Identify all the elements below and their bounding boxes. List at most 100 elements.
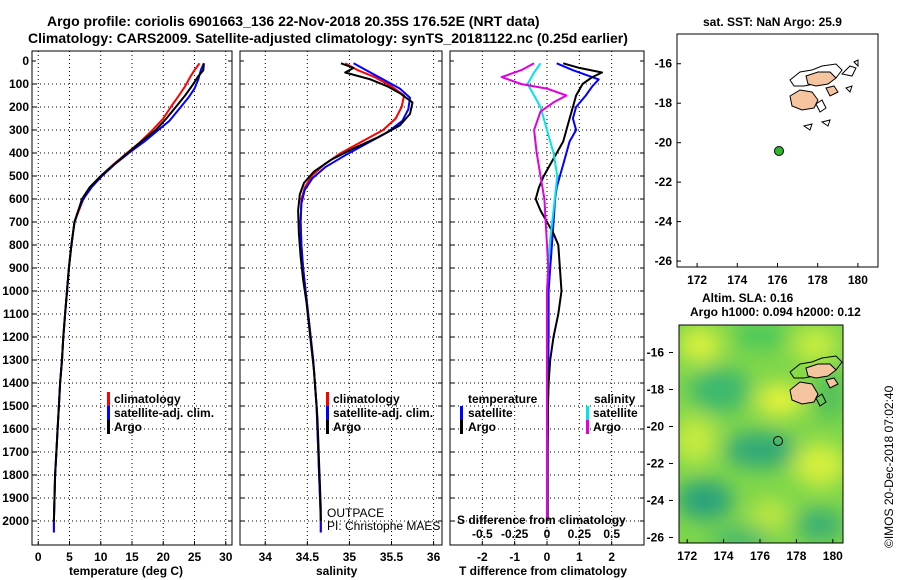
- x-tick-label: 36: [427, 550, 441, 564]
- temperature-x-ticks: 0 5 10 15 20 25 30: [35, 541, 233, 564]
- depth-tick-label: 300: [9, 123, 29, 137]
- x-tick-label: -2: [477, 550, 488, 564]
- copyright-credit: ©IMOS 20-Dec-2018 07:02:40: [882, 385, 896, 548]
- depth-tick-label: 1500: [2, 399, 29, 413]
- legend-salinity-title: salinity: [594, 392, 636, 406]
- x-tick-label: 0: [35, 550, 42, 564]
- map-y-tick-label: -16: [647, 345, 665, 359]
- map-x-tick-label: 172: [687, 273, 707, 287]
- depth-tick-label: 800: [9, 238, 29, 252]
- argo-location-dot: [774, 146, 784, 156]
- legend-temperature-title: temperature: [468, 392, 538, 406]
- salinity-panel: 34 34.5 35 35.5 36 salinity climatology sate…: [239, 50, 443, 578]
- series-line-argo: [52, 63, 205, 522]
- x-tick-label: 35: [343, 550, 357, 564]
- depth-tick-label: 500: [9, 169, 29, 183]
- sst-map-y-ticks: -16 -18 -20 -22 -24 -26: [655, 57, 681, 268]
- legend-swatch-climatology: [326, 392, 329, 406]
- x-tick-label: 35.5: [380, 550, 404, 564]
- series-line-climatology: [299, 62, 406, 533]
- series-line-temperature-argo: [534, 62, 603, 521]
- x-tick-label: 20: [157, 550, 171, 564]
- sla-map: Altim. SLA: 0.16 Argo h1000: 0.094 h2000…: [647, 291, 861, 563]
- depth-tick-label: 1100: [3, 307, 29, 321]
- depth-tick-label: 900: [9, 261, 29, 275]
- legend-label-argo: Argo: [114, 420, 142, 434]
- depth-tick-label: 1300: [2, 353, 29, 367]
- t-difference-label: T difference from climatology: [459, 564, 627, 578]
- series-line-argo: [297, 62, 414, 521]
- depth-y-ticks: 0 100 200 300 400 500 600 700 800 900 1000 1100 1200…: [2, 54, 29, 528]
- series-line-satellite-adj-clim-: [299, 62, 411, 533]
- legend-label-t-satellite: satellite: [468, 406, 513, 420]
- map-y-tick-label: -24: [647, 493, 665, 507]
- difference-series: [500, 62, 603, 521]
- x-tick-label: 34: [259, 550, 273, 564]
- salinity-series: [297, 62, 414, 533]
- map-y-tick-label: -22: [647, 456, 665, 470]
- x-tick-label: 2: [608, 550, 615, 564]
- title-line-1: Argo profile: coriolis 6901663_136 22-No…: [47, 13, 540, 29]
- sla-field: [679, 325, 843, 543]
- x-tick-label: 15: [125, 550, 139, 564]
- depth-tick-label: 2000: [2, 514, 29, 528]
- temperature-x-label: temperature (deg C): [69, 564, 183, 578]
- x-tick-label: 0: [544, 550, 551, 564]
- salinity-difference-ticks: -0.5 -0.25 0 0.25 0.5: [472, 527, 620, 541]
- legend-swatch-satellite: [326, 406, 329, 420]
- depth-tick-label: 1000: [2, 284, 29, 298]
- legend-swatch-t-satellite: [460, 406, 463, 420]
- depth-tick-label: 1600: [2, 422, 29, 436]
- legend-swatch-argo: [107, 420, 110, 434]
- salinity-legend: climatology satellite-adj. clim. Argo: [326, 392, 433, 434]
- temperature-panel: 0 5 10 15 20 25 30 0 100 200 300 400 500 600 700 800 90…: [2, 50, 233, 578]
- depth-tick-label: 1900: [2, 491, 29, 505]
- sla-map-coastline: [789, 355, 843, 407]
- sla-map-frame: [678, 324, 844, 544]
- pi-label: PI: Christophe MAES: [327, 519, 440, 533]
- sla-map-x-ticks: 172 174 176 178 180: [677, 539, 843, 563]
- map-y-tick-label: -24: [655, 215, 673, 229]
- salinity-grid: [240, 51, 442, 545]
- series-line-satellite-adj-clim-: [52, 62, 205, 533]
- map-x-tick-label: 176: [767, 273, 787, 287]
- salinity-x-label: salinity: [316, 564, 358, 578]
- map-x-tick-label: 178: [786, 549, 806, 563]
- depth-tick-label: 1700: [2, 445, 29, 459]
- map-x-tick-label: 176: [750, 549, 770, 563]
- map-x-tick-label: 180: [823, 549, 843, 563]
- x-tick-label: 30: [219, 550, 233, 564]
- legend-swatch-argo: [326, 420, 329, 434]
- map-y-tick-label: -26: [655, 254, 673, 268]
- s-diff-tick-label: 0.5: [603, 527, 620, 541]
- map-x-tick-label: 172: [677, 549, 697, 563]
- x-tick-label: 10: [94, 550, 108, 564]
- legend-swatch-s-argo: [586, 420, 589, 434]
- series-line-temperature-satellite: [546, 62, 600, 521]
- series-line-climatology: [52, 62, 201, 533]
- s-diff-tick-label: 0.25: [568, 527, 592, 541]
- legend-label-argo: Argo: [333, 420, 361, 434]
- temperature-series: [52, 62, 205, 533]
- x-tick-label: 5: [66, 550, 73, 564]
- salinity-frame: [239, 50, 443, 546]
- temperature-grid: [32, 51, 232, 545]
- depth-tick-label: 0: [22, 54, 29, 68]
- s-diff-tick-label: -0.5: [472, 527, 493, 541]
- map-y-tick-label: -26: [647, 530, 665, 544]
- s-diff-tick-label: 0: [544, 527, 551, 541]
- sst-map-title: sat. SST: NaN Argo: 25.9: [703, 15, 842, 29]
- map-x-tick-label: 178: [808, 273, 828, 287]
- legend-label-climatology: climatology: [333, 392, 400, 406]
- depth-tick-label: 400: [9, 146, 29, 160]
- project-label: OUTPACE: [327, 506, 384, 520]
- s-diff-tick-label: -0.25: [501, 527, 529, 541]
- map-y-tick-label: -18: [647, 382, 665, 396]
- depth-tick-label: 200: [9, 100, 29, 114]
- title-line-2: Climatology: CARS2009. Satellite-adjuste…: [28, 30, 628, 46]
- temperature-legend: climatology satellite-adj. clim. Argo: [107, 392, 214, 434]
- map-y-tick-label: -22: [655, 175, 673, 189]
- sst-map-coastline: [789, 59, 859, 131]
- legend-swatch-satellite: [107, 406, 110, 420]
